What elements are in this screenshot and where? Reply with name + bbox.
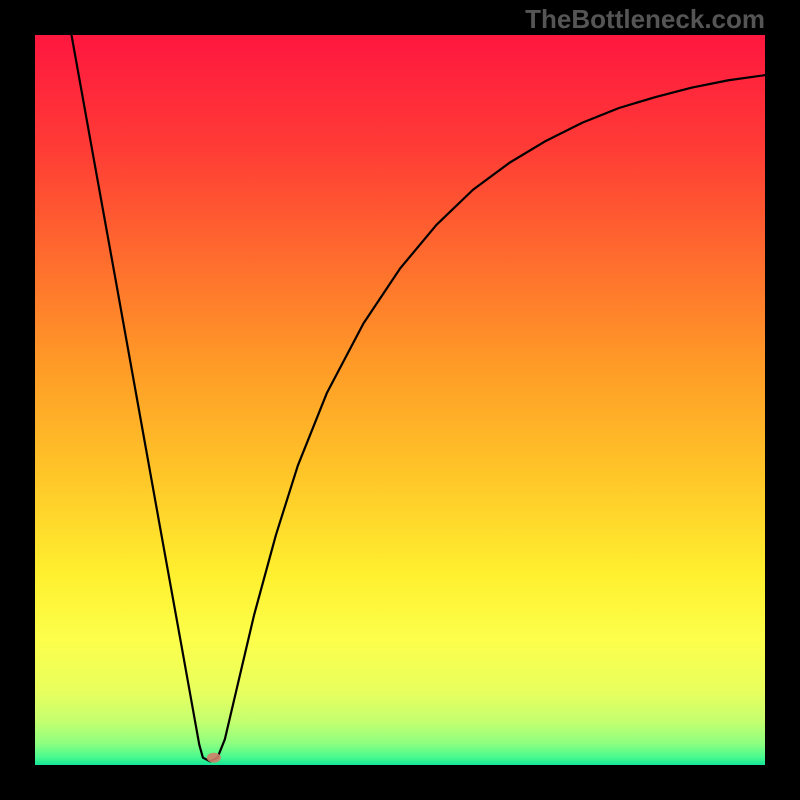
watermark-text: TheBottleneck.com [525, 4, 765, 35]
bottleneck-curve [72, 35, 766, 761]
chart-frame: TheBottleneck.com [0, 0, 800, 800]
plot-area [35, 35, 765, 765]
optimal-point-marker [207, 753, 221, 763]
curve-layer [35, 35, 765, 765]
